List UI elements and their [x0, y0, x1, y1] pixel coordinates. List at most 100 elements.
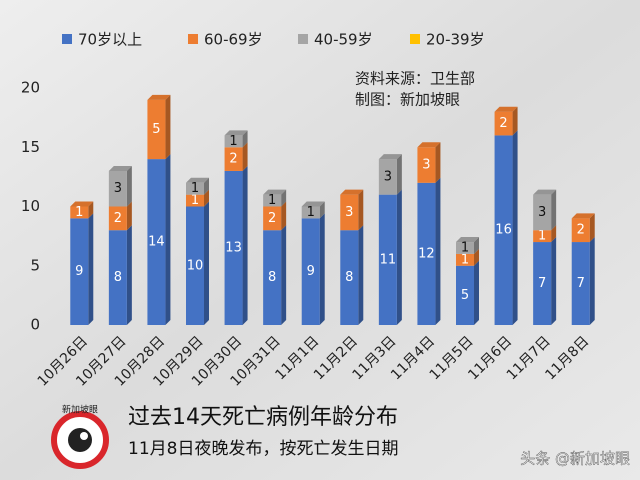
bar-segment [108, 170, 127, 207]
legend-swatch [188, 34, 198, 44]
y-tick-label: 5 [30, 256, 40, 274]
value-label: 14 [148, 235, 165, 250]
bar-segment [571, 218, 590, 243]
value-label: 2 [499, 116, 507, 131]
bar-segment [108, 230, 127, 325]
bar-side [204, 189, 209, 207]
bar-side [242, 165, 248, 325]
bar-segment [70, 206, 89, 219]
bar-top [340, 189, 364, 195]
bar-segment [571, 242, 590, 325]
bar-segment [263, 194, 282, 207]
y-tick-label: 15 [21, 138, 40, 156]
bar-segment [456, 242, 474, 254]
value-label: 3 [384, 169, 392, 184]
bar-segment [263, 206, 282, 231]
bar-segment [456, 253, 474, 266]
bar-top [571, 213, 595, 219]
bar-side [512, 106, 518, 136]
y-tick-label: 20 [21, 79, 40, 97]
value-label: 5 [152, 122, 160, 137]
bar-top [147, 94, 171, 100]
bar-side [358, 225, 364, 325]
value-label: 3 [345, 205, 353, 220]
value-label: 2 [114, 211, 122, 226]
bar-side [551, 225, 557, 243]
value-label: 9 [75, 264, 83, 279]
bar-segment [186, 194, 204, 207]
bar-side [281, 201, 287, 231]
bar-segment [456, 265, 474, 325]
value-label: 9 [307, 264, 315, 279]
value-label: 8 [114, 270, 122, 285]
bar-side [204, 201, 209, 325]
bar-segment [70, 218, 89, 325]
bar-segment [533, 194, 552, 231]
logo-text: 新加坡眼 [62, 404, 98, 416]
value-label: 2 [577, 223, 585, 238]
watermark: 头条 @新加坡眼 [520, 450, 630, 468]
bar-side [242, 130, 248, 148]
bar-side [396, 189, 402, 325]
bar-side [435, 142, 441, 183]
value-label: 11 [380, 252, 397, 267]
value-label: 1 [268, 193, 276, 208]
legend-label: 60-69岁 [204, 31, 263, 49]
bar-segment [263, 230, 282, 325]
legend-swatch [298, 34, 308, 44]
source: 资料来源：卫生部 [355, 70, 475, 88]
value-label: 13 [225, 240, 242, 255]
credit: 制图：新加坡眼 [355, 91, 460, 109]
value-label: 3 [538, 205, 546, 220]
bar-side [165, 94, 171, 160]
bar-segment [224, 135, 243, 148]
bar-top [494, 106, 518, 112]
value-label: 1 [538, 229, 546, 244]
bar-side [551, 237, 557, 325]
chart-title: 过去14天死亡病例年龄分布 [128, 405, 398, 430]
legend-swatch [62, 34, 72, 44]
value-label: 2 [268, 211, 276, 226]
chart-subtitle: 11月8日夜晚发布，按死亡发生日期 [128, 439, 398, 459]
bar-side [281, 189, 287, 207]
bar-segment [417, 147, 436, 183]
bar-top [301, 201, 325, 207]
bar-side [281, 225, 287, 325]
logo: 新加坡眼 [51, 404, 109, 469]
bar-side [319, 213, 325, 325]
bar-top [186, 177, 209, 183]
bar-top [108, 165, 132, 171]
bar-side [589, 213, 595, 243]
value-label: 2 [229, 152, 237, 167]
bar-top [263, 189, 287, 195]
value-label: 7 [538, 276, 546, 291]
logo-glint [80, 432, 88, 440]
bar-side [474, 260, 479, 325]
bar-segment [494, 111, 513, 136]
value-label: 1 [191, 193, 199, 208]
value-label: 16 [495, 223, 512, 238]
bar-top [224, 130, 248, 136]
bar-segment [378, 194, 397, 325]
value-label: 1 [307, 205, 315, 220]
bar-segment [301, 218, 320, 325]
bar-side [319, 201, 325, 219]
bar-segment [340, 194, 359, 231]
bar-side [551, 189, 557, 231]
bar-segment [417, 182, 436, 325]
bar-segment [533, 242, 552, 325]
bar-side [204, 177, 209, 195]
bar-side [88, 201, 94, 219]
bar-side [474, 248, 479, 266]
value-label: 1 [461, 252, 469, 267]
bar-segment [147, 159, 166, 325]
bar-side [242, 142, 248, 171]
bar-side [435, 177, 441, 325]
bar-segment [301, 206, 320, 219]
value-label: 1 [229, 134, 237, 149]
bar-segment [378, 159, 397, 195]
bar-segment [494, 135, 513, 325]
value-label: 3 [114, 181, 122, 196]
bar-segment [108, 206, 127, 231]
legend-label: 20-39岁 [426, 31, 485, 49]
